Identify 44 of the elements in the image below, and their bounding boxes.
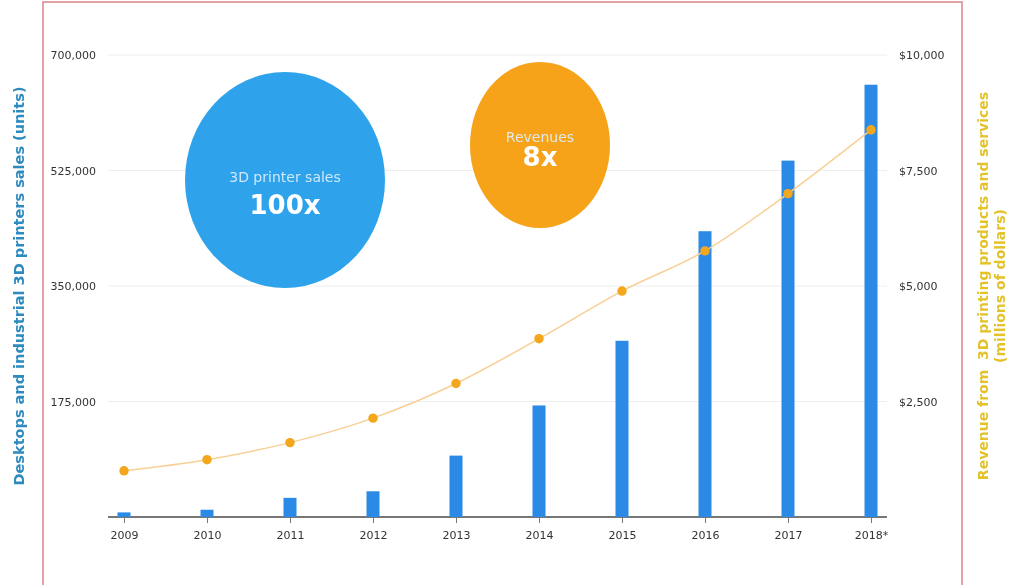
y-axis-title: Desktops and industrial 3D printers sales (units): [11, 86, 27, 486]
annotation: 100x: [249, 190, 321, 220]
y-tick-label: 350,000: [50, 280, 96, 294]
x-tick-label: 2017: [774, 529, 803, 543]
y2-axis-title: Revenue from 3D printing products and services (millions of dollars): [975, 91, 1008, 481]
annotation: Revenues: [505, 129, 575, 145]
x-tick-label: 2012: [359, 529, 388, 543]
point: [285, 437, 295, 448]
y2-tick-label: $7,500: [899, 164, 938, 178]
y2-tick-label: $2,500: [899, 395, 938, 409]
y-tick-label: 700,000: [50, 49, 96, 63]
y2-tick-label: $10,000: [899, 49, 945, 63]
point: [451, 378, 461, 389]
annotation: 8x: [522, 142, 558, 172]
x-tick-label: 2009: [110, 529, 139, 543]
point: [202, 455, 212, 465]
point: [700, 246, 710, 256]
x-tick-label: 2011: [276, 529, 305, 543]
bar: [781, 160, 795, 517]
bar: [864, 84, 878, 517]
point: [534, 333, 544, 344]
x-tick-label: 2014: [525, 529, 554, 543]
y-tick-label: 175,000: [50, 395, 96, 409]
x-tick-label: 2016: [691, 529, 720, 543]
bar: [449, 455, 463, 517]
point: [783, 188, 793, 199]
point: [866, 125, 876, 135]
point: [119, 466, 129, 476]
bar: [117, 512, 131, 517]
bar: [366, 491, 380, 517]
bar: [698, 231, 712, 517]
x-tick-label: 2015: [608, 529, 637, 543]
point: [617, 286, 627, 296]
bar: [615, 340, 629, 517]
bar: [283, 497, 297, 517]
x-tick-label: 2013: [442, 529, 471, 543]
y2-tick-label: $5,000: [899, 280, 938, 294]
y-tick-label: 525,000: [50, 164, 96, 178]
bar: [200, 509, 214, 517]
bar: [532, 405, 546, 517]
annotation: 3D printer sales: [229, 169, 341, 185]
point: [368, 413, 378, 423]
x-tick-label: 2018*: [854, 529, 889, 543]
x-tick-label: 2010: [193, 529, 222, 543]
